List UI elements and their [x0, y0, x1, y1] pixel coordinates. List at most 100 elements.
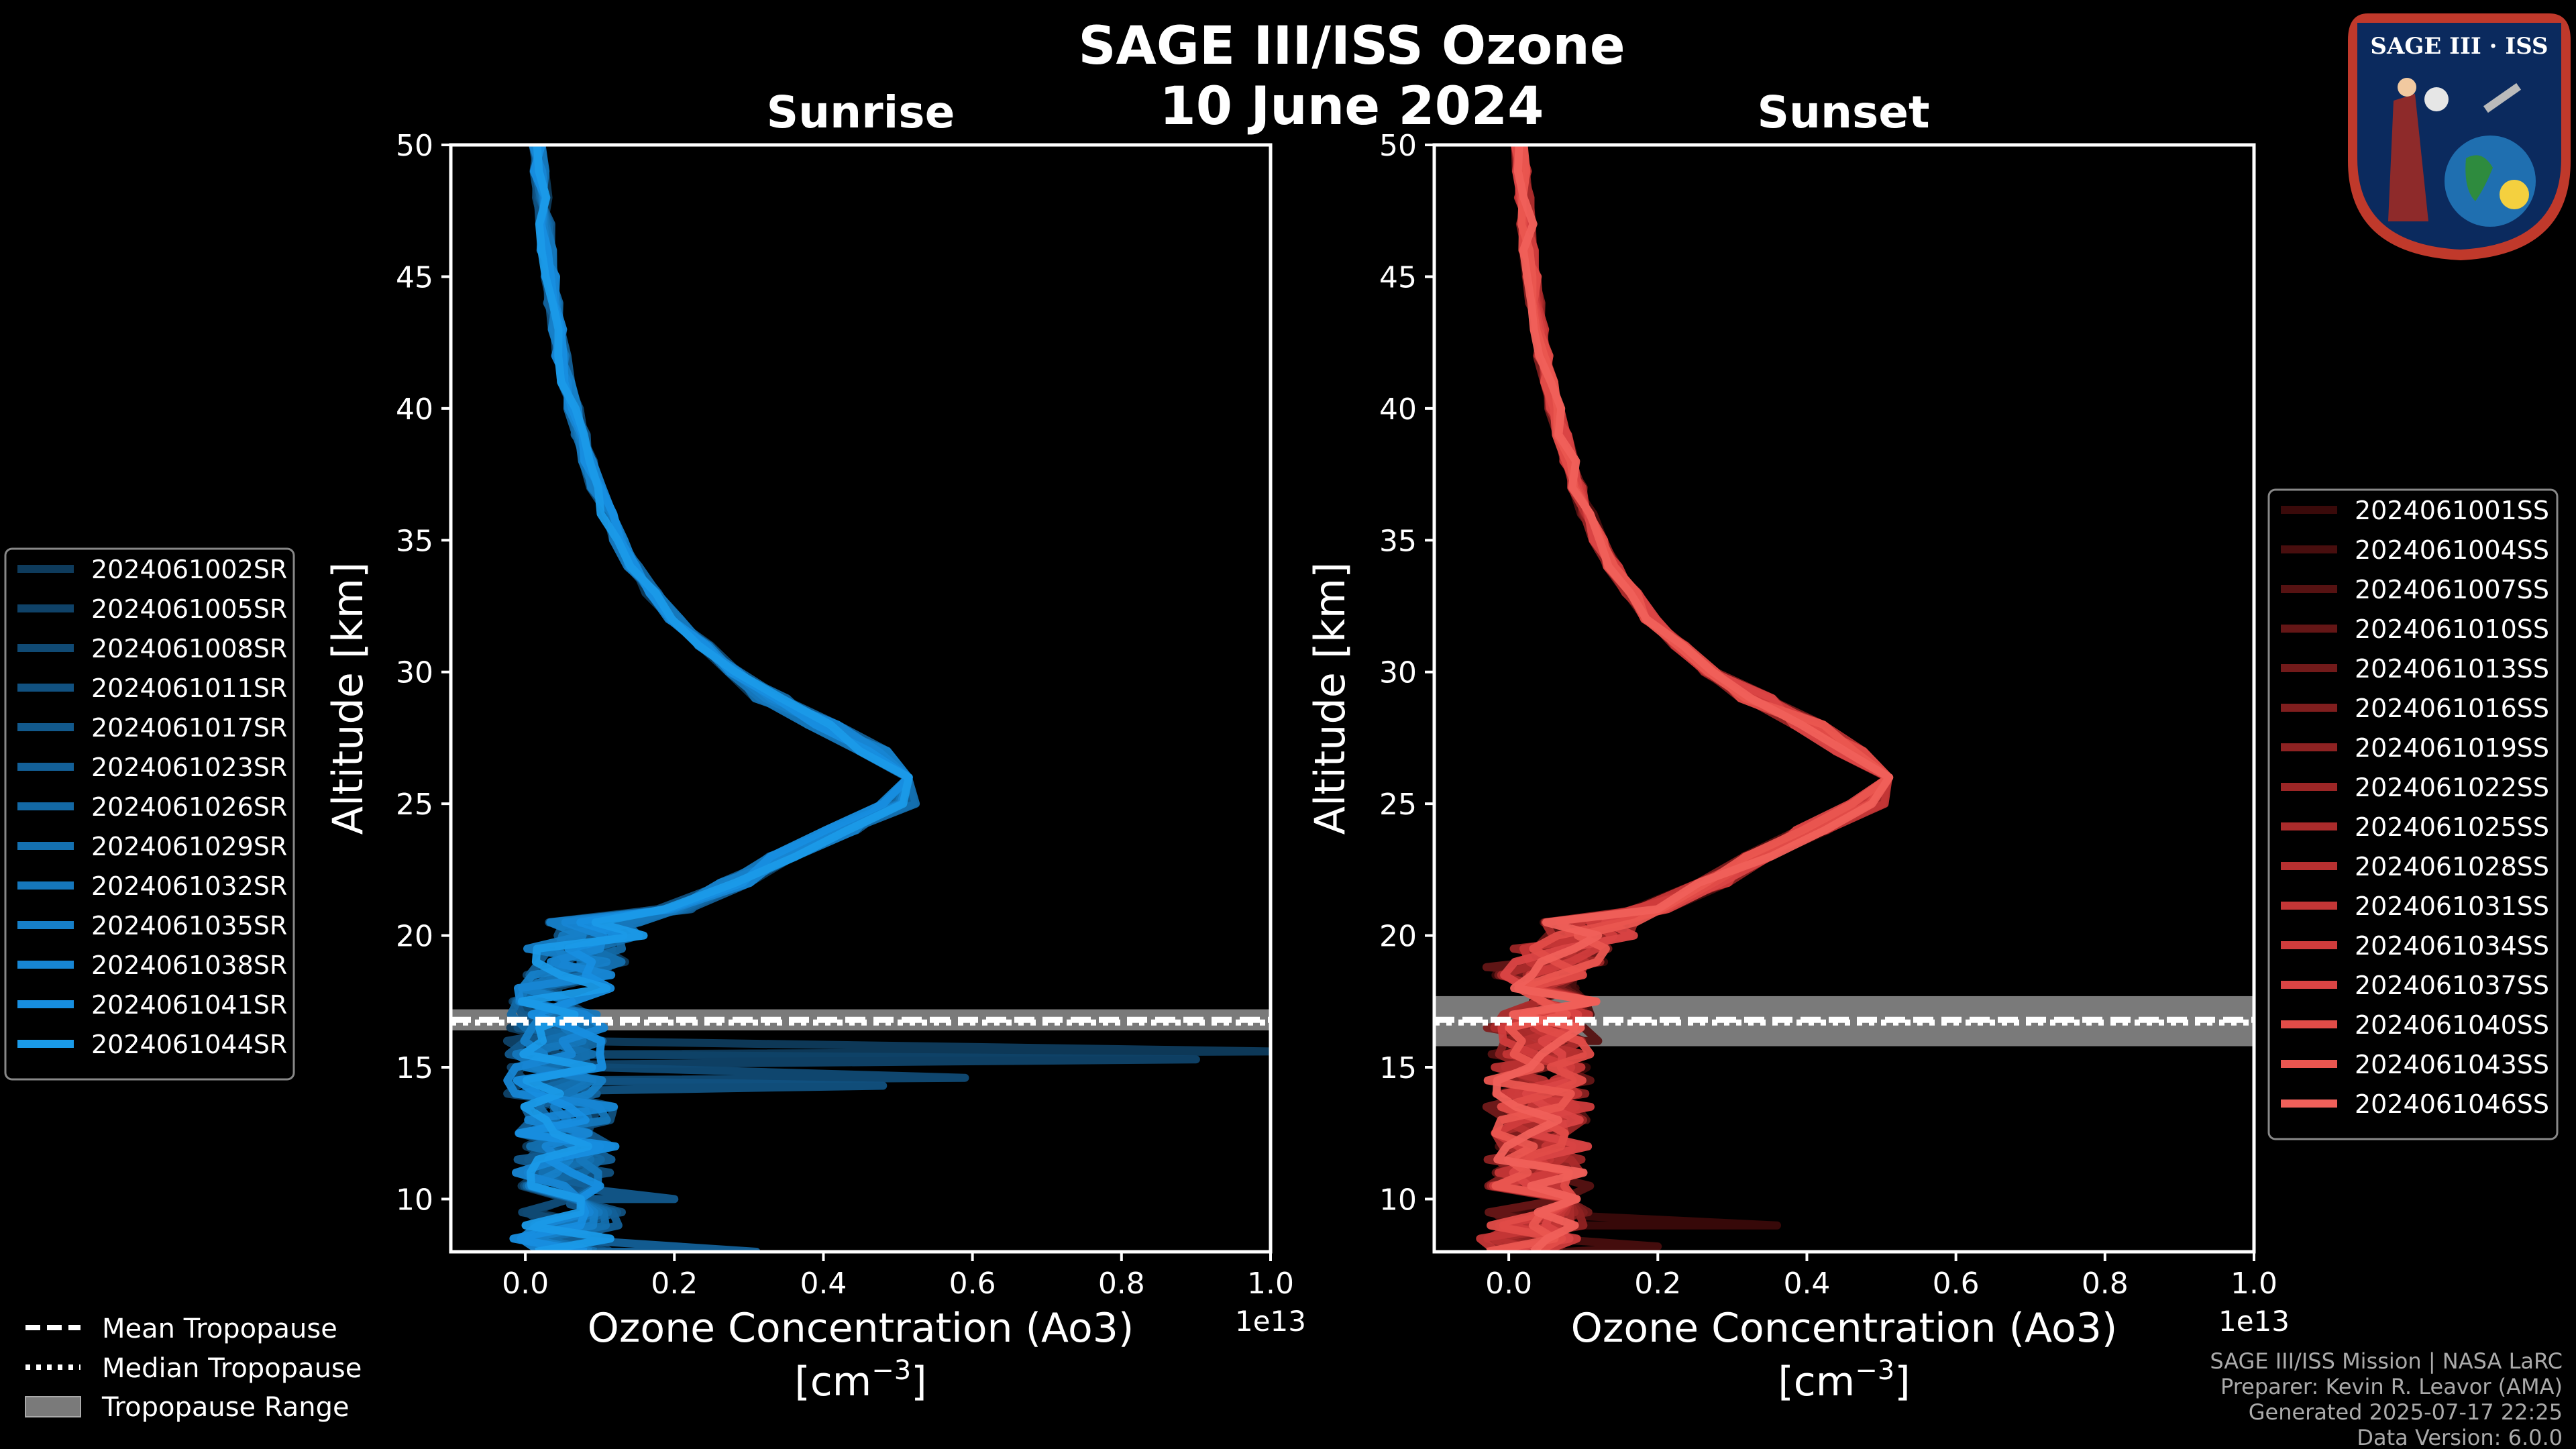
sunset-plot-area [1434, 145, 2254, 1252]
sunset-legend-label: 2024061040SS [2355, 1010, 2549, 1040]
figure-title-line1: SAGE III/ISS Ozone [1078, 16, 1625, 76]
sunrise-ytick-label: 25 [396, 788, 433, 822]
sunset-legend-label: 2024061046SS [2355, 1089, 2549, 1119]
sunrise-xlabel-unit: [cm−3] [794, 1355, 926, 1405]
sunset-legend-label: 2024061022SS [2355, 773, 2549, 802]
sunrise-plot-area [451, 145, 1271, 1252]
sunset-legend-label: 2024061019SS [2355, 733, 2549, 763]
sunrise-ytick-label: 45 [396, 260, 433, 294]
sunrise-legend-label: 2024061002SR [91, 555, 287, 584]
figure-title-line2: 10 June 2024 [1160, 76, 1544, 137]
sunset-legend: 2024061001SS 2024061004SS 2024061007SS 2024… [2267, 488, 2559, 1140]
sunrise-xlabel: Ozone Concentration (Ao3) [588, 1305, 1134, 1352]
sunrise-legend-box [4, 547, 295, 1081]
sunrise-legend-label: 2024061038SR [91, 951, 287, 980]
sunset-ytick-label: 20 [1379, 920, 1417, 954]
sunset-x-offset-label: 1e13 [2218, 1305, 2290, 1338]
credits: SAGE III/ISS Mission | NASA LaRC Prepare… [2210, 1348, 2563, 1449]
sunset-xlabel-unit-exponent: −3 [1855, 1355, 1894, 1386]
earth-icon [2445, 136, 2536, 227]
sunrise-ytick-label: 15 [396, 1051, 433, 1085]
moon-icon [2424, 87, 2449, 111]
sunrise-xtick-label: 0.8 [1098, 1267, 1145, 1301]
sunset-xlabel: Ozone Concentration (Ao3) [1571, 1305, 2118, 1352]
sunset-xtick-label: 0.2 [1634, 1267, 1681, 1301]
mean-tropopause-label: Mean Tropopause [102, 1313, 337, 1344]
credit-line-1: SAGE III/ISS Mission | NASA LaRC [2210, 1348, 2563, 1374]
sunset-legend-label: 2024061031SS [2355, 892, 2549, 921]
sage-mission-logo: SAGE III · ISS [2348, 13, 2571, 260]
sunset-legend-label: 2024061034SS [2355, 931, 2549, 961]
sunrise-legend-label: 2024061026SR [91, 792, 287, 822]
sunset-legend-label: 2024061016SS [2355, 694, 2549, 723]
sunset-series-2024061037SS [1491, 145, 1893, 1252]
sunset-legend-label: 2024061010SS [2355, 614, 2549, 644]
sunrise-legend-label: 2024061008SR [91, 634, 287, 663]
sunset-legend-label: 2024061013SS [2355, 654, 2549, 684]
tropopause-legend: Mean Tropopause Median Tropopause Tropop… [25, 1313, 362, 1423]
sunset-ytick-label: 40 [1379, 392, 1417, 427]
sunrise-xlabel-unit-close: ] [911, 1358, 926, 1405]
sunset-legend-box [2267, 488, 2559, 1140]
sunrise-ylabel: Altitude [km] [323, 562, 372, 835]
sunset-legend-label: 2024061025SS [2355, 812, 2549, 842]
sunset-legend-label: 2024061043SS [2355, 1050, 2549, 1079]
sunset-ytick-label: 25 [1379, 788, 1417, 822]
sunrise-xlabel-unit-exponent: −3 [871, 1355, 911, 1386]
sunrise-legend: 2024061002SR 2024061005SR 2024061008SR 2024… [4, 547, 295, 1081]
logo-text: SAGE III · ISS [2370, 33, 2548, 60]
sunset-ytick-label: 30 [1379, 656, 1417, 690]
sunset-xtick-label: 0.4 [1783, 1267, 1830, 1301]
sunrise-xtick-label: 0.0 [502, 1267, 549, 1301]
sunrise-series-2024061044SR [517, 145, 913, 1252]
sunset-ytick-label: 15 [1379, 1051, 1417, 1085]
sunrise-legend-label: 2024061011SR [91, 674, 287, 703]
iss-icon [2483, 83, 2522, 113]
sunrise-legend-label: 2024061023SR [91, 753, 287, 782]
sunset-xtick-label: 0.0 [1485, 1267, 1532, 1301]
sunset-legend-label: 2024061007SS [2355, 575, 2549, 604]
sunset-series-2024061046SS [1492, 145, 1894, 1252]
sunrise-xtick-label: 0.2 [651, 1267, 698, 1301]
sunset-xtick-label: 0.8 [2082, 1267, 2129, 1301]
tropopause-range-label: Tropopause Range [101, 1392, 350, 1423]
sunset-legend-label: 2024061028SS [2355, 852, 2549, 881]
sunset-xlabel-unit-open: [cm [1778, 1358, 1855, 1405]
sunrise-legend-label: 2024061041SR [91, 990, 287, 1020]
credit-line-4: Data Version: 6.0.0 [2357, 1425, 2563, 1449]
sunrise-xtick-label: 0.4 [800, 1267, 847, 1301]
sunrise-series-2024061002SR [506, 145, 1271, 1252]
sunrise-ytick-label: 35 [396, 524, 433, 558]
sun-icon [2500, 180, 2529, 209]
sunrise-panel-title: Sunrise [767, 87, 955, 138]
tropopause-range-swatch [25, 1396, 81, 1417]
sunset-ytick-label: 10 [1379, 1183, 1417, 1217]
credit-line-3: Generated 2025-07-17 22:25 [2249, 1399, 2563, 1425]
sunrise-ytick-label: 40 [396, 392, 433, 427]
sunset-xtick-label: 0.6 [1933, 1267, 1980, 1301]
sunrise-ytick-label: 20 [396, 920, 433, 954]
sunrise-legend-label: 2024061044SR [91, 1030, 287, 1059]
sunset-ytick-label: 50 [1379, 129, 1417, 163]
sunset-legend-label: 2024061037SS [2355, 971, 2549, 1000]
sunset-ytick-label: 45 [1379, 260, 1417, 294]
sunrise-xtick-label: 1.0 [1247, 1267, 1294, 1301]
sunset-panel-title: Sunset [1757, 87, 1929, 138]
sunset-axes-frame [1432, 143, 2256, 1254]
sunrise-ytick-label: 50 [396, 129, 433, 163]
sunset-ytick-label: 35 [1379, 524, 1417, 558]
sunrise-panel: Sunrise 0.0 0.2 0.4 0.6 0.8 1.0 10 15 20 25 30 35 40 4… [323, 87, 1306, 1405]
sunset-xtick-label: 1.0 [2231, 1267, 2277, 1301]
sunset-legend-label: 2024061001SS [2355, 496, 2549, 525]
sunrise-x-offset-label: 1e13 [1235, 1305, 1306, 1338]
sunrise-ytick-label: 10 [396, 1183, 433, 1217]
sunrise-legend-label: 2024061035SR [91, 911, 287, 941]
sunrise-legend-label: 2024061017SR [91, 713, 287, 743]
sunset-legend-label: 2024061004SS [2355, 535, 2549, 565]
median-tropopause-label: Median Tropopause [102, 1353, 362, 1384]
sunrise-legend-label: 2024061005SR [91, 594, 287, 624]
sunset-xlabel-unit: [cm−3] [1778, 1355, 1910, 1405]
credit-line-2: Preparer: Kevin R. Leavor (AMA) [2220, 1374, 2563, 1399]
sunrise-xlabel-unit-open: [cm [794, 1358, 871, 1405]
